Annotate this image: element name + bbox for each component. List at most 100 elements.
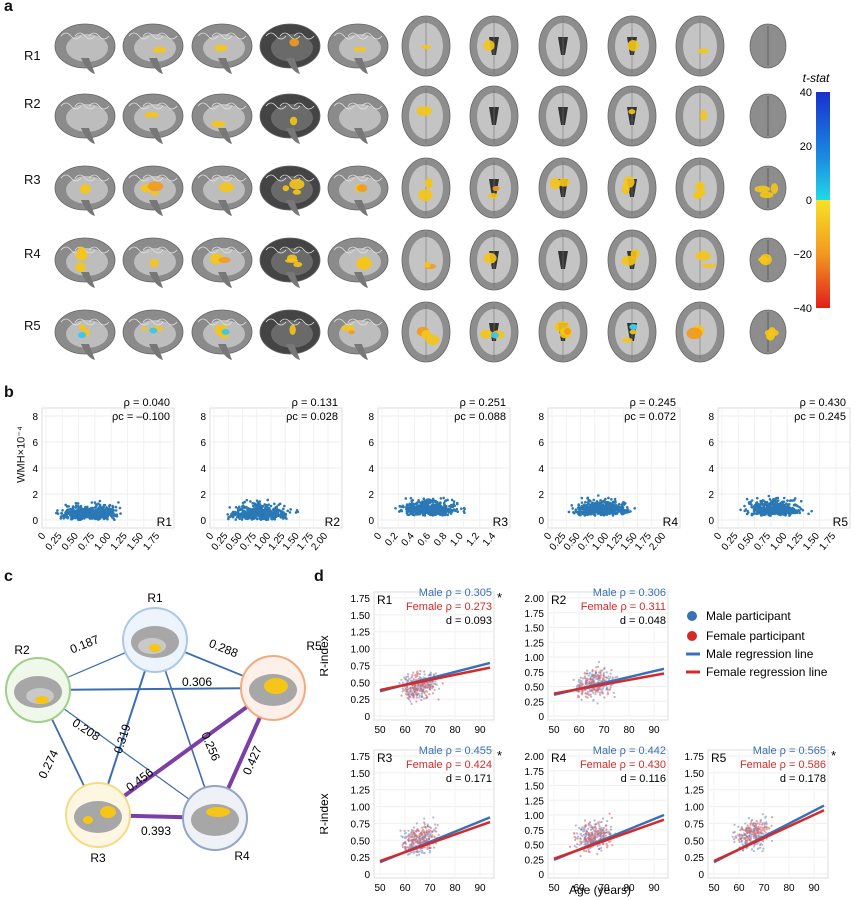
- scatter-point: [601, 691, 604, 694]
- scatter-point: [594, 833, 597, 836]
- scatter-point: [597, 674, 600, 678]
- scatter-point: [743, 837, 747, 840]
- scatter-point: [588, 681, 591, 684]
- scatter-point: [577, 690, 580, 693]
- scatter-point: [761, 813, 764, 816]
- y-tick-label: 0.25: [685, 853, 705, 864]
- svg-text:R3: R3: [90, 851, 106, 865]
- scatter-point: [585, 669, 589, 672]
- scatter-point: [270, 511, 274, 515]
- scatter-point: [421, 834, 424, 837]
- scatter-point: [594, 673, 597, 676]
- scatter-point: [744, 829, 747, 832]
- female-points: [569, 812, 614, 858]
- scatter-point: [420, 695, 423, 699]
- y-tick-label: 8: [708, 412, 714, 423]
- scatter-point: [430, 500, 434, 504]
- scatter-point: [431, 685, 434, 688]
- scatter-point: [746, 832, 749, 835]
- colorbar-tick: 20: [800, 141, 812, 153]
- scatter-point: [407, 839, 410, 842]
- scatter-point: [421, 829, 424, 832]
- scatter-point: [578, 843, 581, 847]
- scatter-point: [578, 684, 581, 688]
- scatter-point: [757, 830, 761, 833]
- scatter-point: [418, 689, 422, 692]
- scatter-point: [405, 690, 408, 693]
- scatter-point: [413, 510, 417, 513]
- scatter-point: [416, 500, 420, 504]
- scatter-point: [623, 501, 627, 505]
- scatter-point: [791, 507, 795, 510]
- scatter-point: [426, 833, 429, 836]
- scatter-point: [434, 823, 437, 826]
- x-tick-label: 0: [372, 531, 384, 543]
- scatter-point: [404, 832, 407, 835]
- scatter-point: [95, 515, 99, 518]
- scatter-point: [744, 842, 747, 845]
- female-rho-label: Female ρ = 0.424: [406, 759, 492, 771]
- scatter-point: [767, 505, 771, 508]
- scatter-point: [574, 824, 577, 827]
- scatter-point: [405, 511, 409, 515]
- scatter-point: [748, 829, 752, 833]
- scatter-point: [413, 842, 416, 845]
- y-tick-label: 8: [200, 412, 206, 423]
- scatter-point: [762, 499, 765, 503]
- scatter-point: [432, 846, 436, 849]
- scatter-point: [586, 693, 589, 696]
- scatter-point: [741, 827, 744, 831]
- scatter-point: [603, 831, 606, 834]
- scatter-point: [236, 511, 240, 515]
- edge-label: 0.208: [70, 716, 103, 744]
- y-tick-label: 2.00: [525, 752, 545, 763]
- scatter-point: [609, 498, 613, 501]
- scatter-point: [789, 512, 792, 516]
- scatter-point: [589, 839, 592, 842]
- scatter-point: [101, 505, 105, 509]
- scatter-point: [742, 834, 745, 837]
- scatter-point: [101, 510, 104, 513]
- scatter-point: [589, 675, 593, 678]
- scatter-point: [425, 695, 428, 698]
- scatter-point: [427, 684, 430, 687]
- scatter-point: [602, 674, 605, 677]
- scatter-point: [593, 819, 596, 822]
- scatter-point: [589, 503, 593, 507]
- scatter-point: [596, 834, 600, 837]
- scatter-point: [798, 509, 801, 513]
- scatter-point: [412, 677, 415, 681]
- scatter-point: [598, 847, 601, 850]
- scatter-point: [599, 832, 602, 835]
- scatter-point: [433, 829, 436, 832]
- y-tick-label: 0.75: [685, 819, 705, 830]
- female-regression-line: [713, 809, 825, 863]
- scatter-point: [743, 834, 746, 837]
- effect-size-label: d = 0.048: [620, 615, 666, 627]
- scatter-point: [593, 832, 597, 835]
- scatter-point: [261, 505, 264, 508]
- scatter-point: [609, 840, 612, 843]
- scatter-point: [592, 698, 595, 701]
- scatter-point: [602, 678, 605, 681]
- scatter-point: [238, 505, 241, 509]
- scatter-point: [593, 687, 596, 690]
- scatter-point: [412, 850, 416, 853]
- scatter-point: [429, 846, 432, 849]
- panel-a-letter: a: [4, 0, 13, 15]
- scatter-point: [599, 688, 602, 691]
- scatter-point: [752, 822, 755, 826]
- y-tick-label: 1.50: [685, 769, 705, 780]
- scatter-point: [401, 504, 405, 508]
- scatter-point: [584, 840, 587, 843]
- scatter-point: [410, 690, 413, 693]
- scatter-point: [608, 677, 611, 681]
- scatter-point: [591, 833, 594, 836]
- scatter-point: [616, 675, 619, 678]
- scatter-point: [431, 514, 435, 517]
- scatter-point: [749, 829, 752, 832]
- scatter-point: [404, 497, 408, 500]
- x-tick-label: 0.4: [400, 531, 418, 549]
- x-tick-label: 1.75: [817, 531, 838, 553]
- scatter-point: [410, 850, 414, 854]
